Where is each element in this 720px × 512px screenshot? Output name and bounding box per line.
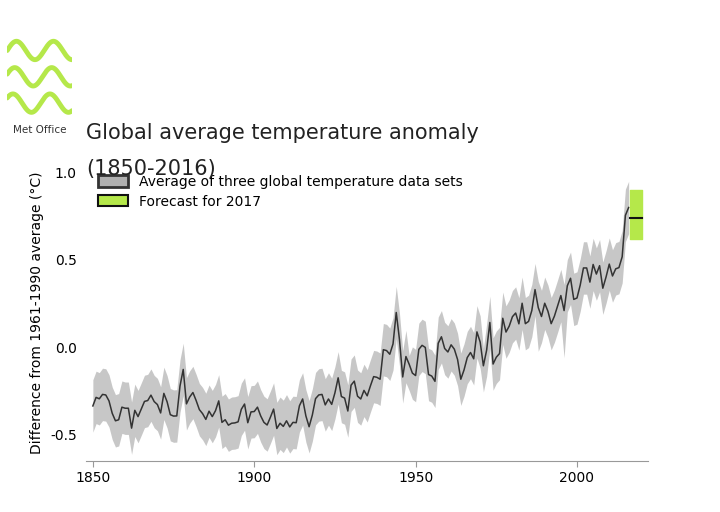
Text: Met Office: Met Office [13, 125, 66, 136]
Y-axis label: Difference from 1961-1990 average (°C): Difference from 1961-1990 average (°C) [30, 171, 45, 454]
Text: Global average temperature anomaly: Global average temperature anomaly [86, 123, 480, 143]
Text: (1850-2016): (1850-2016) [86, 159, 216, 179]
Legend: Average of three global temperature data sets, Forecast for 2017: Average of three global temperature data… [94, 171, 467, 212]
